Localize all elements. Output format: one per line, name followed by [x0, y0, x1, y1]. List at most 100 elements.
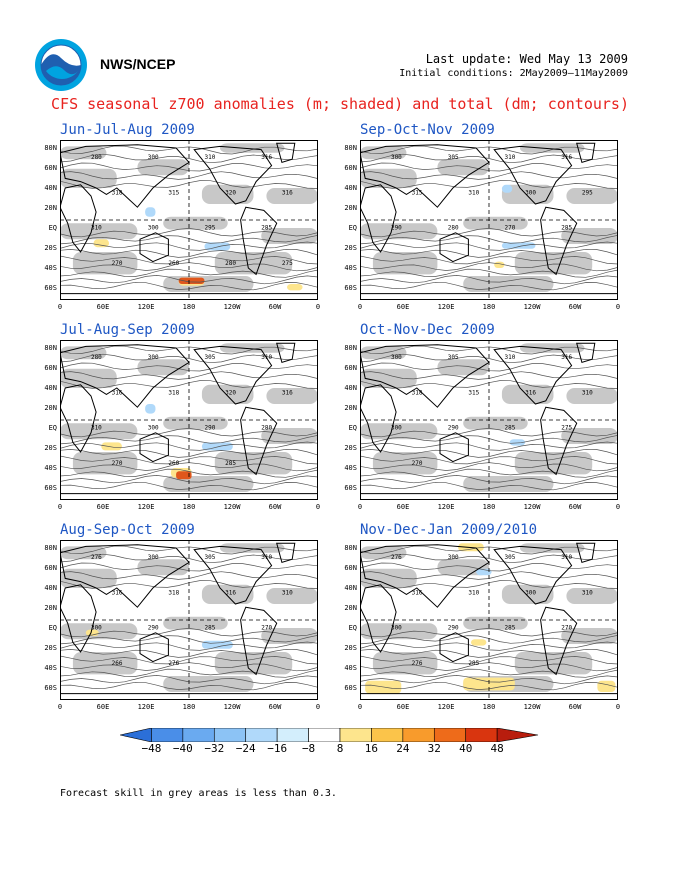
contour-label: 290	[448, 625, 459, 632]
latitude-label: 40N	[344, 184, 357, 192]
contour-label: 318	[168, 389, 179, 396]
contour-line	[60, 668, 318, 678]
contour-label: 316	[112, 389, 123, 396]
contour-line	[60, 228, 318, 238]
longitude-label: 60W	[568, 503, 582, 511]
contour-label: 266	[112, 660, 123, 667]
colorbar-tick-label: 8	[336, 742, 344, 755]
contour-line	[360, 553, 618, 564]
low-skill-area	[60, 423, 138, 440]
longitude-label: 0	[357, 703, 363, 711]
latitude-label: 40N	[344, 584, 357, 592]
latitude-label: 20N	[44, 204, 57, 212]
low-skill-area	[437, 559, 489, 576]
low-skill-area	[463, 616, 528, 630]
low-skill-area	[561, 628, 618, 644]
low-skill-area	[561, 428, 618, 444]
map-svg: 280 300 310 316 318 315 320 316 310 300 295 285 270 2…	[60, 140, 318, 300]
contour-label: 316	[561, 354, 572, 361]
longitude-label: 0	[357, 503, 363, 511]
contour-label: 300	[391, 425, 402, 432]
latitude-label: 80N	[344, 344, 357, 352]
longitude-label: 0	[57, 503, 63, 511]
colorbar	[120, 728, 539, 742]
contour-label: 270	[561, 625, 572, 632]
longitude-label: 60W	[568, 703, 582, 711]
coastline	[240, 406, 278, 476]
contour-label: 316	[261, 154, 272, 161]
coastline	[60, 293, 318, 300]
low-skill-area	[360, 623, 438, 640]
low-skill-area	[60, 168, 117, 188]
longitude-label: 0	[57, 703, 63, 711]
contour-label: 285	[468, 660, 479, 667]
low-skill-area	[514, 652, 593, 675]
contour-label: 305	[448, 154, 459, 161]
longitude-label: 120E	[137, 503, 155, 511]
low-skill-area	[72, 252, 138, 275]
negative-anomaly	[509, 439, 526, 446]
colorbar-tick-label: −16	[267, 742, 288, 755]
map-svg: 300 305 310 316 318 315 316 310 300 290 285 275 270	[360, 340, 618, 500]
low-skill-area	[463, 476, 554, 492]
contour-label: 310	[91, 225, 102, 232]
longitude-label: 180	[182, 503, 196, 511]
contour-label: 316	[525, 389, 536, 396]
low-skill-area	[519, 343, 585, 353]
low-skill-area	[201, 384, 254, 404]
map-svg: 300 305 310 316 315 310 300 295 290 280 270 285	[360, 140, 618, 300]
colorbar-tick-label: 32	[427, 742, 441, 755]
low-skill-area	[360, 168, 417, 188]
latitude-label: 20S	[44, 644, 57, 652]
contour-line	[360, 353, 618, 364]
low-skill-area	[437, 359, 489, 376]
latitude-label: 20S	[344, 644, 357, 652]
map-frame	[60, 340, 318, 500]
longitude-label: 120W	[223, 503, 241, 511]
contour-line	[360, 448, 618, 458]
low-skill-area	[163, 476, 254, 492]
coastline	[493, 345, 573, 405]
latitude-label: 60N	[44, 564, 57, 572]
contour-line	[60, 468, 318, 478]
map-son: 300 305 310 316 315 310 300 295 290 280 270 285	[360, 140, 618, 300]
low-skill-area	[60, 568, 117, 588]
low-skill-area	[219, 143, 285, 153]
longitude-label: 60W	[568, 303, 582, 311]
low-skill-area	[214, 452, 293, 475]
low-skill-area	[137, 359, 189, 376]
contour-label: 280	[448, 225, 459, 232]
contour-line	[360, 268, 618, 278]
contour-label: 295	[582, 189, 593, 196]
contour-label: 310	[468, 589, 479, 596]
low-skill-area	[360, 223, 438, 240]
contour-label: 310	[561, 554, 572, 561]
low-skill-area	[566, 188, 618, 204]
coastline	[240, 606, 278, 676]
longitude-label: 0	[357, 303, 363, 311]
skill-note: Forecast skill in grey areas is less tha…	[60, 788, 337, 799]
contour-label: 300	[148, 425, 159, 432]
longitude-label: 120W	[223, 703, 241, 711]
contour-label: 260	[168, 460, 179, 467]
colorbar-swatch	[245, 728, 278, 742]
latitude-label: 20N	[44, 604, 57, 612]
contour-line	[360, 668, 618, 678]
panel-title-aso: Aug-Sep-Oct 2009	[60, 522, 195, 538]
longitude-label: 120W	[523, 503, 541, 511]
latitude-label: 60N	[344, 164, 357, 172]
contour-label: 300	[391, 154, 402, 161]
colorbar-tick-label: −40	[172, 742, 193, 755]
negative-anomaly	[201, 442, 233, 451]
contour-line	[360, 241, 618, 251]
contour-line	[60, 545, 318, 555]
coastline	[439, 632, 469, 663]
coastline	[193, 145, 273, 205]
low-skill-area	[137, 559, 189, 576]
longitude-label: 60E	[396, 503, 410, 511]
contour-label: 310	[582, 389, 593, 396]
latitude-label: 80N	[44, 344, 57, 352]
coastline	[576, 542, 596, 564]
map-frame	[60, 540, 318, 700]
latitude-label: 40S	[44, 264, 57, 272]
